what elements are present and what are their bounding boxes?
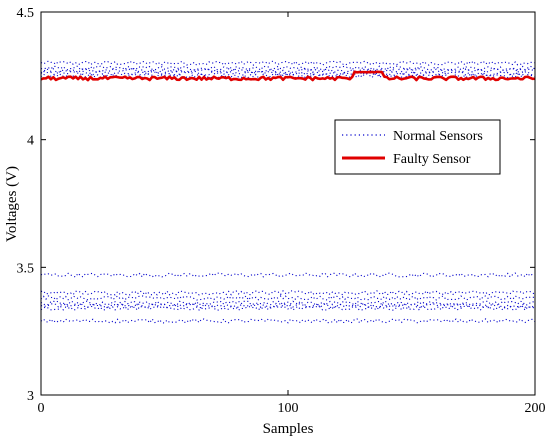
series-layer [40,60,536,324]
x-tick-label-100: 100 [278,401,299,416]
y-tick-label-4: 4 [27,134,34,149]
ticks-layer: 0 100 200 3 3.5 4 4.5 [17,6,546,416]
faulty-sensor-line [40,70,536,82]
legend: Normal Sensors Faulty Sensor [334,119,501,175]
normal-sensor-line-9 [40,300,536,306]
y-tick-label-3: 3 [27,389,34,404]
legend-normal-label: Normal Sensors [393,129,483,144]
x-tick-label-0: 0 [38,401,45,416]
normal-sensor-line-12 [40,317,536,324]
x-axis-label: Samples [263,421,314,437]
legend-faulty-label: Faulty Sensor [393,152,471,167]
legend-box [334,119,501,175]
y-tick-label-3.5: 3.5 [17,261,35,276]
normal-sensor-line-2 [40,65,536,71]
normal-sensor-line-6 [40,272,536,278]
normal-sensor-line-11 [40,305,536,312]
y-axis-label: Voltages (V) [4,166,20,242]
x-tick-label-200: 200 [525,401,546,416]
normal-sensor-line-3 [40,67,536,74]
y-tick-label-4.5: 4.5 [17,6,35,21]
